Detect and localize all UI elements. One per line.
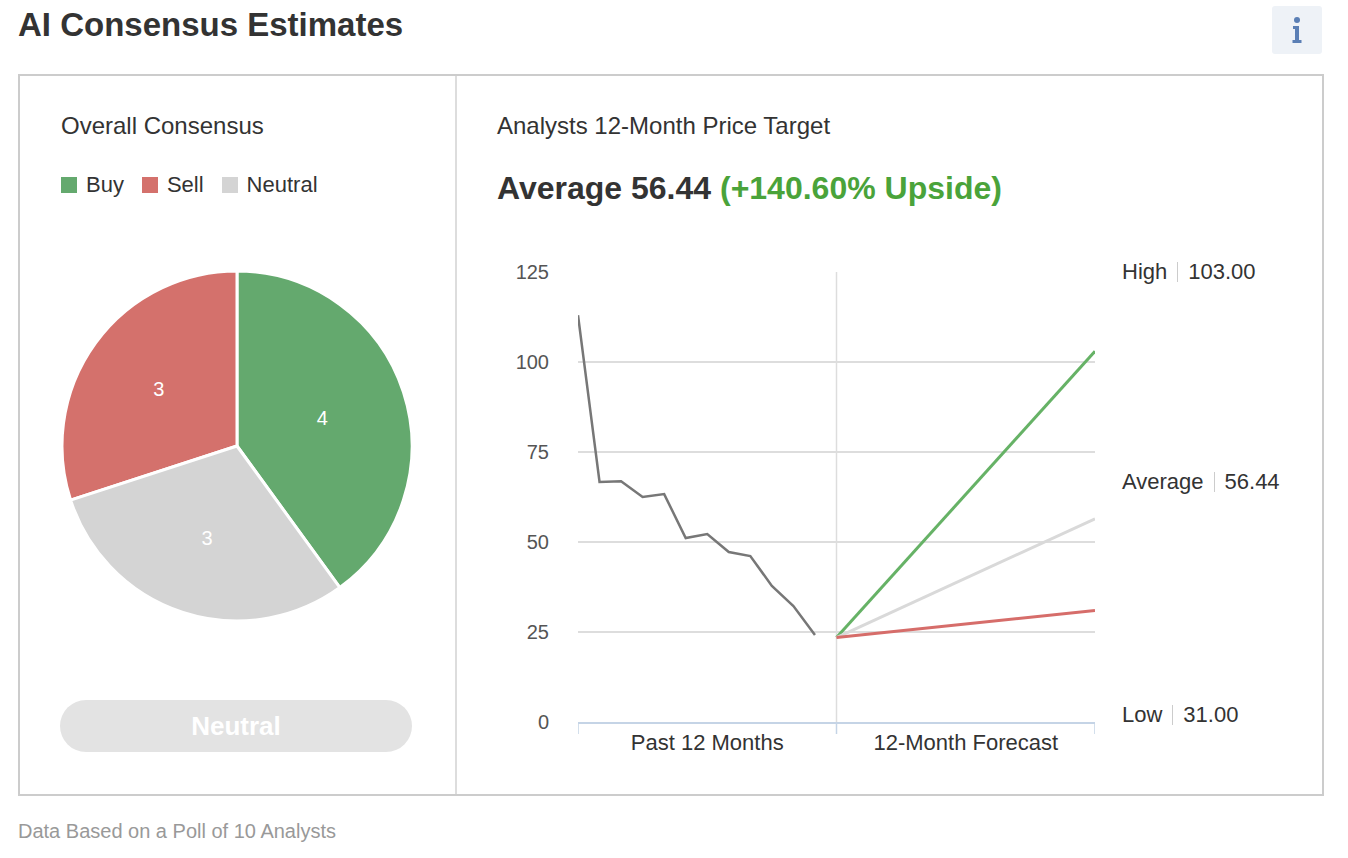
svg-text:3: 3 <box>202 527 213 549</box>
html-text:Sell: Sell <box>166 172 204 197</box>
svg-text:4: 4 <box>317 407 328 429</box>
html-text:High: High <box>1122 259 1168 284</box>
svg-text:12-Month Forecast: 12-Month Forecast <box>873 730 1058 755</box>
html-text:Buy: Buy <box>86 172 124 197</box>
html-text:Data Based on a Poll of 10 Ana: Data Based on a Poll of 10 Analysts <box>18 820 336 842</box>
svg-text:25: 25 <box>527 621 549 643</box>
svg-text:Past 12 Months: Past 12 Months <box>631 730 784 755</box>
html-text:Analysts 12-Month Price Target: Analysts 12-Month Price Target <box>497 112 830 139</box>
html-text:56.44: 56.44 <box>1224 469 1280 494</box>
html-text:Overall Consensus: Overall Consensus <box>61 112 264 139</box>
svg-text:3: 3 <box>153 378 164 400</box>
html-text:Average: Average <box>1122 469 1204 494</box>
html-text:Low: Low <box>1122 702 1163 727</box>
html-text:31.00: 31.00 <box>1183 702 1239 727</box>
svg-text:75: 75 <box>527 441 549 463</box>
svg-text:50: 50 <box>527 531 549 553</box>
html-text:AI Consensus Estimates: AI Consensus Estimates <box>18 6 404 43</box>
svg-text:100: 100 <box>516 351 549 373</box>
svg-text:125: 125 <box>516 261 549 283</box>
html-text:103.00: 103.00 <box>1188 259 1256 284</box>
svg-text:0: 0 <box>538 711 549 733</box>
html-text:Neutral: Neutral <box>191 710 281 741</box>
html-text:Average 56.44 (+140.60% Upside: Average 56.44 (+140.60% Upside) <box>497 170 1002 206</box>
html-text:Neutral: Neutral <box>246 172 318 197</box>
